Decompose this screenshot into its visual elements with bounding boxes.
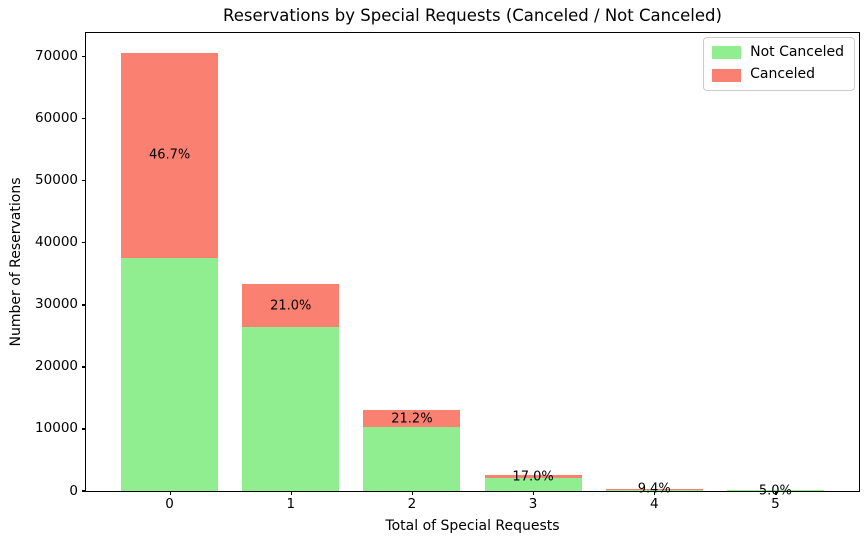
x-tick-mark bbox=[411, 491, 414, 495]
y-tick-label: 70000 bbox=[35, 48, 78, 65]
bar-segment-not-canceled bbox=[363, 427, 461, 491]
bar-group-4 bbox=[605, 31, 703, 491]
legend: Not Canceled Canceled bbox=[703, 37, 855, 91]
bar-segment-not-canceled bbox=[242, 327, 340, 491]
x-tick-mark bbox=[169, 491, 171, 495]
bar-group-1 bbox=[242, 31, 340, 491]
x-tick-mark bbox=[290, 491, 292, 495]
bar-segment-canceled bbox=[363, 410, 461, 428]
y-tick-mark bbox=[82, 118, 86, 120]
bar-segment-not-canceled bbox=[726, 489, 824, 491]
x-tick-mark bbox=[775, 491, 777, 495]
x-tick-label: 3 bbox=[528, 496, 538, 512]
x-tick-label: 5 bbox=[771, 496, 780, 512]
y-tick-label: 40000 bbox=[35, 234, 78, 251]
bar-group-0 bbox=[121, 31, 219, 491]
bar-group-3 bbox=[484, 31, 582, 491]
bar-group-5 bbox=[726, 31, 824, 491]
not-canceled-swatch-icon bbox=[712, 46, 742, 60]
bar-segment-not-canceled bbox=[605, 489, 703, 491]
y-tick-label: 50000 bbox=[35, 172, 78, 189]
y-tick-mark bbox=[82, 428, 86, 430]
x-tick-label: 0 bbox=[165, 496, 174, 512]
x-tick-label: 1 bbox=[286, 496, 296, 512]
legend-label: Canceled bbox=[750, 66, 816, 83]
y-tick-mark bbox=[82, 366, 86, 368]
y-tick-label: 10000 bbox=[35, 420, 78, 437]
bar-group-2 bbox=[363, 31, 461, 491]
y-tick-label: 0 bbox=[69, 482, 78, 499]
x-axis-label: Total of Special Requests bbox=[385, 518, 560, 534]
bar-segment-canceled bbox=[121, 52, 219, 258]
y-tick-mark bbox=[82, 304, 86, 306]
bar-segment-not-canceled bbox=[121, 257, 219, 491]
legend-entry-canceled: Canceled bbox=[712, 66, 844, 83]
legend-label: Not Canceled bbox=[750, 44, 844, 60]
y-tick-mark bbox=[82, 242, 86, 244]
x-tick-mark bbox=[654, 491, 656, 495]
x-tick-mark bbox=[533, 491, 535, 495]
y-tick-label: 20000 bbox=[35, 358, 78, 375]
bar-segment-canceled bbox=[484, 475, 582, 479]
legend-entry-not-canceled: Not Canceled bbox=[712, 44, 844, 60]
y-tick-mark bbox=[82, 490, 86, 492]
x-tick-label: 2 bbox=[407, 496, 417, 512]
y-tick-label: 30000 bbox=[35, 296, 78, 313]
y-tick-mark bbox=[82, 180, 86, 182]
y-tick-label: 60000 bbox=[35, 110, 78, 127]
plot-area: 46.7% 0 21.0% 1 21.2% 2 17.0% 3 9.4% 4 5.0% 5 0 10000… bbox=[35, 31, 860, 511]
bar-segment-canceled bbox=[242, 284, 340, 328]
x-tick-label: 4 bbox=[649, 496, 659, 512]
chart-title: Reservations by Special Requests (Cancel… bbox=[223, 6, 722, 25]
canceled-swatch-icon bbox=[712, 68, 742, 82]
bar-segment-not-canceled bbox=[484, 478, 582, 491]
y-axis-label: Number of Reservations bbox=[8, 177, 24, 347]
y-tick-mark bbox=[82, 56, 86, 58]
